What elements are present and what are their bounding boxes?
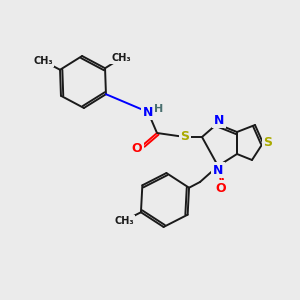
Text: CH₃: CH₃ <box>111 53 131 63</box>
Text: CH₃: CH₃ <box>34 56 53 66</box>
Text: S: S <box>181 130 190 143</box>
Text: H: H <box>154 104 164 114</box>
Text: O: O <box>132 142 142 155</box>
Text: O: O <box>216 182 226 194</box>
Text: N: N <box>213 164 223 176</box>
Text: N: N <box>143 106 153 118</box>
Text: S: S <box>263 136 272 149</box>
Text: N: N <box>214 113 224 127</box>
Text: CH₃: CH₃ <box>114 216 134 226</box>
